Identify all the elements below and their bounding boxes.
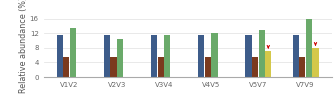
Bar xyxy=(111,57,117,77)
Bar xyxy=(151,35,157,77)
Bar xyxy=(313,48,319,77)
Bar xyxy=(63,57,69,77)
Bar xyxy=(158,57,164,77)
Bar xyxy=(57,35,63,77)
Bar xyxy=(292,35,299,77)
Bar xyxy=(205,57,211,77)
Bar xyxy=(70,28,76,77)
Bar xyxy=(259,30,265,77)
Bar xyxy=(104,35,110,77)
Y-axis label: Relative abundance (%): Relative abundance (%) xyxy=(19,0,28,93)
Bar xyxy=(117,39,123,77)
Bar xyxy=(198,35,204,77)
Bar xyxy=(211,33,217,77)
Legend: Expected (genus), Expected species, Observed (genus), Observed species: Expected (genus), Expected species, Obse… xyxy=(46,109,329,110)
Bar xyxy=(164,35,171,77)
Bar xyxy=(265,51,271,77)
Bar xyxy=(306,19,312,77)
Bar xyxy=(299,57,305,77)
Bar xyxy=(246,35,252,77)
Bar xyxy=(252,57,258,77)
